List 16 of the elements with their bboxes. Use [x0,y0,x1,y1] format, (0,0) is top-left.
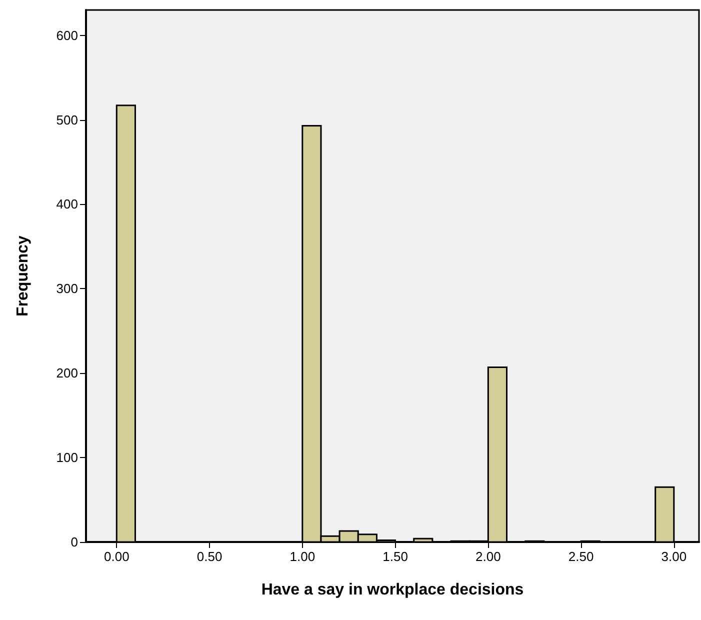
x-tick-label: 2.50 [568,549,594,564]
x-tick-label: 3.00 [661,549,687,564]
x-tick-label: 1.50 [382,549,408,564]
y-axis-title: Frequency [14,235,32,316]
y-tick-label: 400 [56,196,78,212]
y-tick-label: 200 [56,366,78,381]
y-tick-label: 100 [56,450,78,466]
x-tick-label: 2.00 [476,549,501,564]
y-tick-label: 500 [56,112,78,128]
y-tick-label: 0 [70,534,78,550]
x-axis-title: Have a say in workplace decisions [261,582,524,598]
x-tick-label: 0.50 [196,549,222,564]
y-tick-label: 600 [56,28,78,43]
x-tick-label: 1.00 [290,549,316,564]
y-tick-label: 300 [56,281,78,296]
x-tick-label: 0.00 [104,549,130,564]
